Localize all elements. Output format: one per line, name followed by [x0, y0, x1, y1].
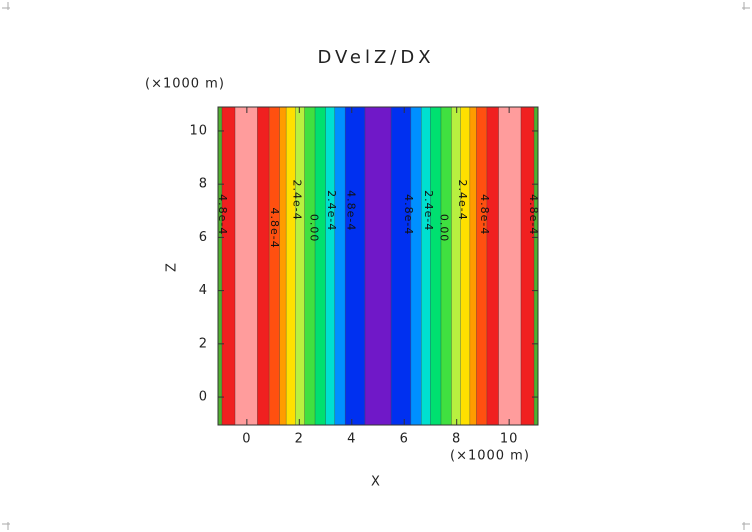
contour-band: [364, 107, 392, 425]
contour-band: [279, 107, 287, 425]
contour-band: [486, 107, 499, 425]
contour-label: 0.00: [438, 214, 451, 243]
contour-band: [421, 107, 431, 425]
y-tick-label: 10: [189, 123, 208, 138]
y-tick-label: 0: [199, 390, 208, 405]
contour-label: 2.4e-4: [456, 180, 469, 221]
y-tick-label: 2: [199, 336, 208, 351]
contour-band: [520, 107, 535, 425]
contour-label: 2.4e-4: [291, 180, 304, 221]
contour-band: [235, 107, 258, 425]
x-units: (×1000 m): [450, 449, 530, 464]
contour-band: [304, 107, 316, 425]
contour-label: 4.8e-4: [344, 190, 357, 231]
chart-title: DVelZ/DX: [317, 47, 434, 68]
contour-band: [469, 107, 477, 425]
x-tick-label: 4: [347, 432, 356, 447]
contour-band: [334, 107, 346, 425]
contour-band: [460, 107, 470, 425]
contour-band: [315, 107, 326, 425]
contour-band: [218, 107, 222, 425]
contour-label: 2.4e-4: [422, 190, 435, 231]
contour-label: 4.8e-4: [478, 194, 491, 235]
contour-band: [430, 107, 441, 425]
contour-band: [221, 107, 236, 425]
contour-fill: [218, 107, 538, 425]
contour-band: [410, 107, 422, 425]
x-tick-label: 10: [500, 432, 519, 447]
x-axis-label: X: [371, 475, 381, 490]
contour-label: 2.4e-4: [325, 190, 338, 231]
contour-band: [286, 107, 296, 425]
plot-frame: [217, 106, 539, 426]
contour-label: 4.8e-4: [527, 194, 540, 235]
contour-label: 4.8e-4: [402, 194, 415, 235]
contour-band: [295, 107, 305, 425]
contour-band: [269, 107, 280, 425]
y-axis-label: Z: [165, 262, 180, 272]
x-tick-label: 6: [400, 432, 409, 447]
y-units: (×1000 m): [145, 77, 225, 92]
contour-band: [534, 107, 538, 425]
y-tick-label: 4: [199, 283, 208, 298]
contour-label: 0.00: [308, 214, 321, 243]
contour-band: [391, 107, 411, 425]
contour-band: [257, 107, 270, 425]
contour-band: [498, 107, 521, 425]
contour-band: [476, 107, 487, 425]
y-tick-label: 6: [199, 230, 208, 245]
contour-band: [440, 107, 452, 425]
x-tick-label: 0: [242, 432, 251, 447]
y-tick-label: 8: [199, 177, 208, 192]
x-tick-label: 8: [452, 432, 461, 447]
contour-label: 4.8e-4: [216, 194, 229, 235]
contour-band: [451, 107, 461, 425]
contour-label: 4.8e-4: [268, 207, 281, 248]
x-tick-label: 2: [295, 432, 304, 447]
contour-band: [325, 107, 335, 425]
contour-band: [345, 107, 365, 425]
